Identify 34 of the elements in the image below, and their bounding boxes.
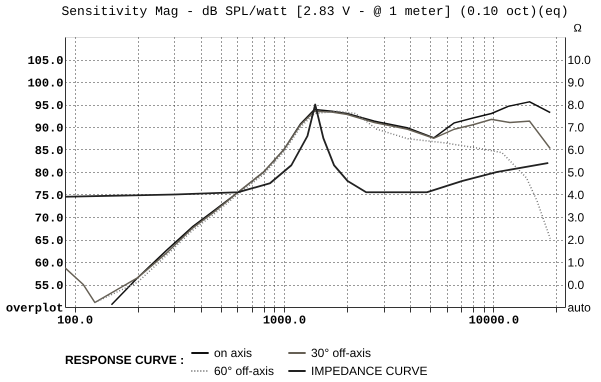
y2-tick-label: 5.0 [568, 166, 585, 180]
y-tick-label: 70.0 [34, 212, 64, 226]
y-tick-label: 65.0 [34, 234, 64, 248]
legend-label: 60° off-axis [214, 364, 274, 378]
x-tick-label: 1000.0 [262, 314, 306, 328]
chart-title: Sensitivity Mag - dB SPL/watt [2.83 V - @ 1 meter] (0.10 oct)(eq) [61, 4, 569, 19]
y-tick-label: 105.0 [27, 54, 64, 68]
y2-tick-label: 3.0 [568, 210, 585, 224]
y2-tick-label: 9.0 [568, 76, 585, 90]
y2-tick-label: 10.0 [568, 53, 592, 67]
y-tick-label: 95.0 [34, 99, 64, 113]
y2-tick-label: 4.0 [568, 188, 585, 202]
y-tick-label: 100.0 [27, 76, 64, 90]
legend-label: IMPEDANCE CURVE [311, 364, 428, 378]
y2-axis-title: Ω [574, 22, 582, 34]
x-tick-label: 10000.0 [468, 314, 520, 328]
legend-label: 30° off-axis [311, 346, 371, 360]
y2-tick-label: 7.0 [568, 120, 585, 134]
y-tick-label: 85.0 [34, 144, 64, 158]
y2-tick-label: 0.0 [568, 278, 585, 292]
y2-tick-label: 2.0 [568, 233, 585, 247]
y2-tick-label: 1.0 [568, 256, 585, 270]
y2-tick-label: 8.0 [568, 98, 585, 112]
y-tick-label: 75.0 [34, 189, 64, 203]
y-tick-label: 80.0 [34, 166, 64, 180]
legend-label: on axis [214, 346, 252, 360]
y-tick-label: 90.0 [34, 122, 64, 136]
y-tick-label: overplot [6, 302, 64, 316]
y2-tick-label: 6.0 [568, 143, 585, 157]
y-tick-label: 60.0 [34, 256, 64, 270]
x-tick-label: 100.0 [57, 314, 94, 328]
y2-tick-label: auto [568, 300, 592, 314]
legend-title: RESPONSE CURVE : [65, 353, 184, 367]
y-tick-label: 55.0 [34, 279, 64, 293]
